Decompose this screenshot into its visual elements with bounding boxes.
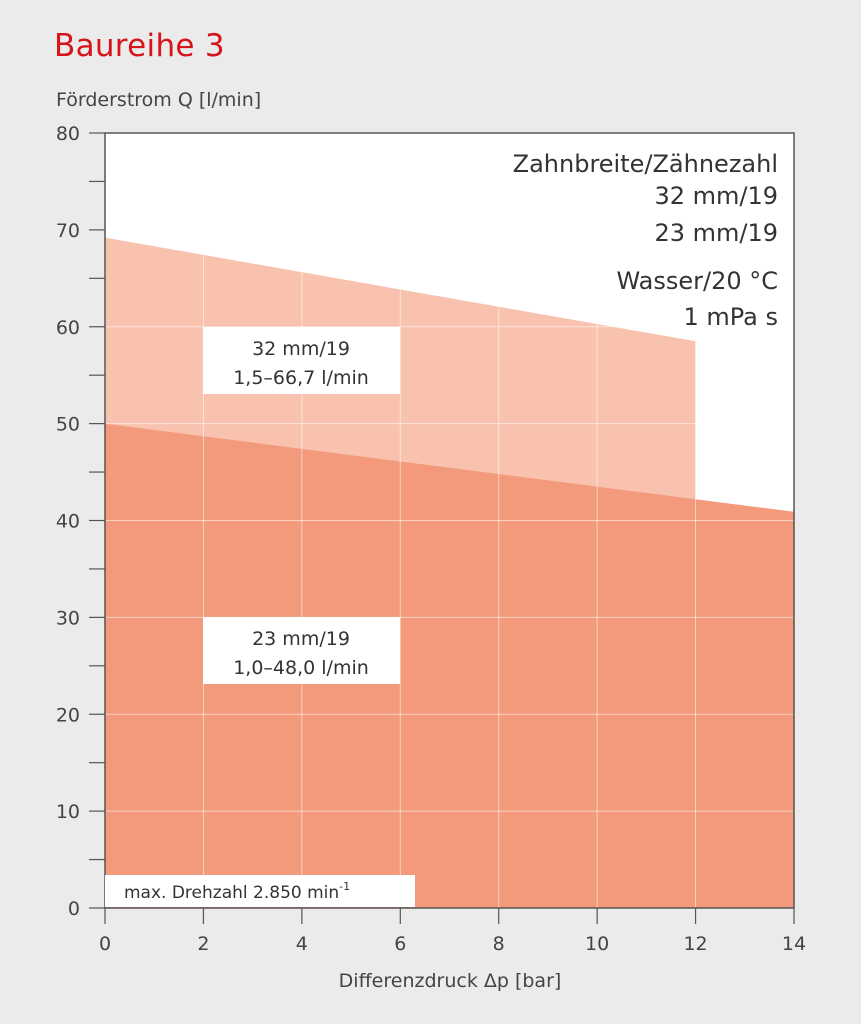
x-tick-label: 6 [394, 933, 406, 955]
y-tick-label: 10 [56, 801, 80, 823]
legend-entry-32mm: 32 mm/19 [654, 182, 778, 210]
x-tick-label: 2 [197, 933, 209, 955]
legend-heading: Zahnbreite/Zähnezahl [513, 150, 778, 178]
series-label-23mm: 23 mm/19 1,0–48,0 l/min [203, 617, 400, 684]
series-label-32mm: 32 mm/19 1,5–66,7 l/min [203, 327, 400, 394]
area-series-2 [105, 423, 794, 908]
x-tick-label: 8 [493, 933, 505, 955]
annotation-text: max. Drehzahl 2.850 min [124, 883, 339, 903]
x-tick-label: 4 [296, 933, 308, 955]
legend-viscosity: 1 mPa s [683, 303, 778, 331]
chart-title: Baureihe 3 [54, 28, 225, 64]
x-tick-label: 0 [99, 933, 111, 955]
y-tick-label: 0 [68, 898, 80, 920]
x-axis-label: Differenzdruck Δp [bar] [338, 970, 562, 992]
y-tick-label: 50 [56, 414, 80, 436]
y-tick-label: 20 [56, 704, 80, 726]
x-tick-label: 10 [585, 933, 609, 955]
y-tick-label: 60 [56, 317, 80, 339]
max-speed-annotation: max. Drehzahl 2.850 min-1 [105, 875, 415, 907]
legend-entry-23mm: 23 mm/19 [654, 219, 778, 247]
y-tick-label: 80 [56, 123, 80, 145]
legend: Zahnbreite/Zähnezahl 32 mm/19 23 mm/19 W… [513, 150, 778, 331]
series-name-32mm: 32 mm/19 [252, 338, 350, 360]
y-tick-label: 40 [56, 511, 80, 533]
x-tick-label: 14 [782, 933, 806, 955]
y-axis-label: Förderstrom Q [l/min] [56, 89, 262, 111]
series-range-23mm: 1,0–48,0 l/min [233, 657, 369, 679]
y-tick-label: 70 [56, 220, 80, 242]
series-name-23mm: 23 mm/19 [252, 628, 350, 650]
legend-fluid: Wasser/20 °C [616, 267, 778, 295]
y-tick-label: 30 [56, 607, 80, 629]
x-tick-label: 12 [683, 933, 707, 955]
annotation-superscript: -1 [339, 880, 350, 893]
svg-text:max. Drehzahl 2.850 min-1: max. Drehzahl 2.850 min-1 [124, 880, 350, 903]
series-range-32mm: 1,5–66,7 l/min [233, 367, 369, 389]
